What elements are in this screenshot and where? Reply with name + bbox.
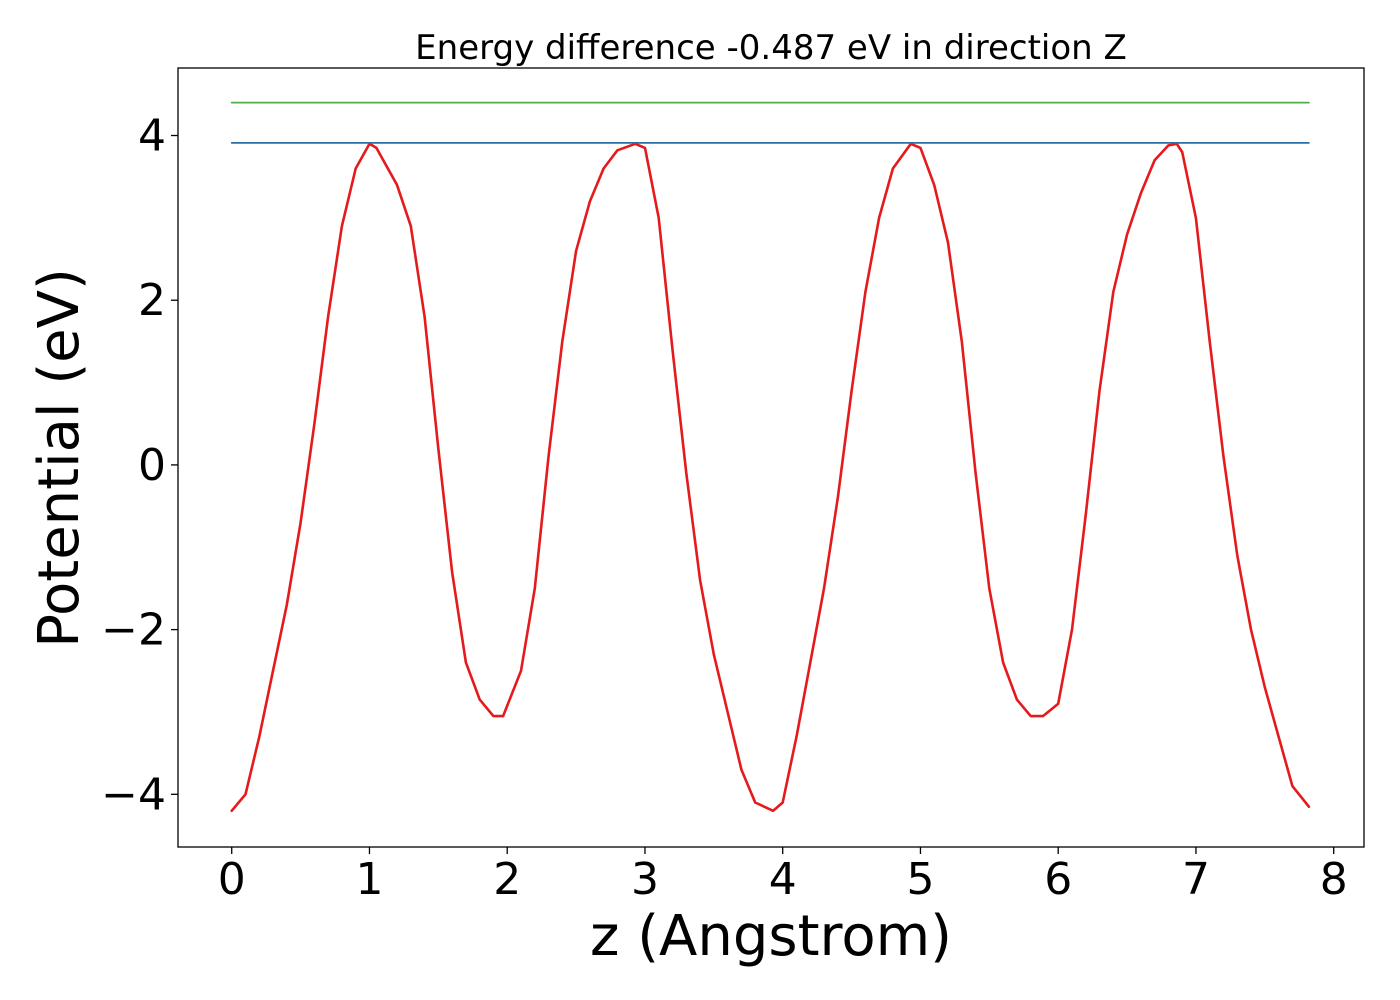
x-tick-label: 1 [355, 854, 383, 905]
x-tick-label: 0 [218, 854, 246, 905]
y-tick-label: 2 [138, 275, 166, 326]
x-tick-label: 3 [631, 854, 659, 905]
x-tick-label: 5 [906, 854, 934, 905]
potential-curve-line [230, 142, 1311, 813]
x-tick-label: 6 [1044, 854, 1072, 905]
x-axis-label: z (Angstrom) [590, 904, 952, 969]
y-tick-label: −2 [101, 605, 166, 656]
x-axis: 0 1 2 3 4 5 6 7 8 [218, 847, 1348, 905]
x-tick-label: 8 [1320, 854, 1348, 905]
y-tick-label: −4 [101, 769, 166, 820]
x-tick-label: 4 [769, 854, 797, 905]
y-tick-label: 0 [138, 440, 166, 491]
x-tick-label: 2 [493, 854, 521, 905]
y-axis: 4 2 0 −2 −4 [101, 111, 178, 820]
x-tick-label: 7 [1182, 854, 1210, 905]
plot-frame [177, 67, 1365, 848]
y-tick-label: 4 [138, 111, 166, 162]
chart-title: Energy difference -0.487 eV in direction… [415, 28, 1127, 68]
y-axis-label: Potential (eV) [27, 268, 92, 648]
plot-lines [230, 101, 1311, 813]
